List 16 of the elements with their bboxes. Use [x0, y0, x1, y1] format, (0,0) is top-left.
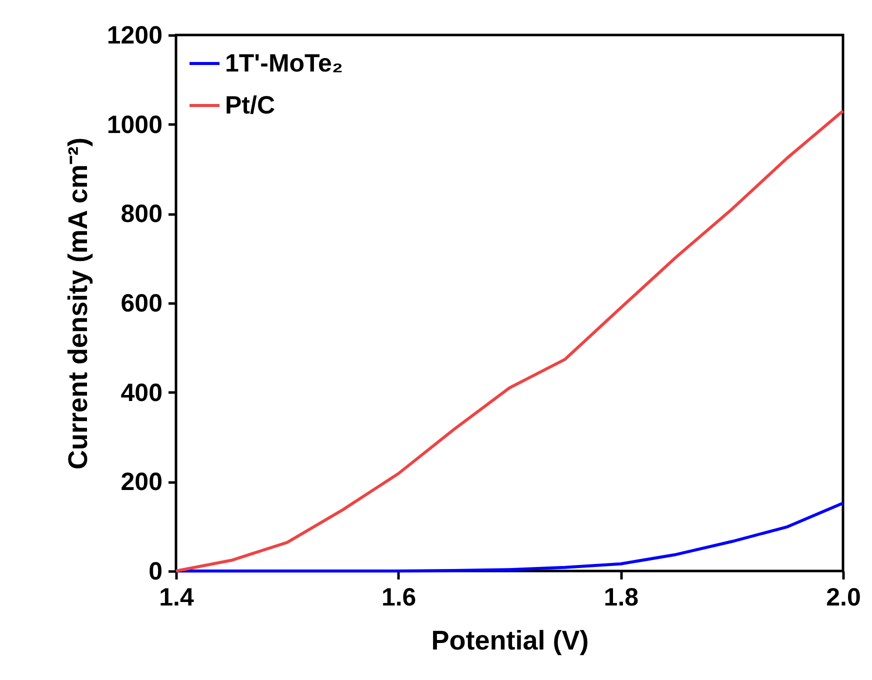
x-tick-label: 1.4: [159, 584, 194, 612]
y-tick-label: 0: [148, 558, 162, 586]
x-tick-label: 1.8: [604, 584, 639, 612]
x-tick-label: 1.6: [381, 584, 416, 612]
y-tick-label: 600: [120, 290, 162, 318]
x-tick-label: 2.0: [826, 584, 861, 612]
y-tick-label: 800: [120, 200, 162, 228]
y-axis-title: Current density (mA cm⁻²): [62, 137, 93, 470]
line-series: [174, 502, 844, 572]
y-tick-label: 200: [120, 468, 162, 496]
legend-label: Pt/C: [225, 92, 275, 120]
x-axis-title: Potential (V): [431, 626, 589, 656]
y-tick-label: 1200: [106, 22, 162, 50]
legend-label: 1T'-MoTe₂: [225, 50, 343, 78]
y-tick-label: 1000: [106, 110, 162, 139]
y-tick-label: 400: [120, 378, 162, 407]
